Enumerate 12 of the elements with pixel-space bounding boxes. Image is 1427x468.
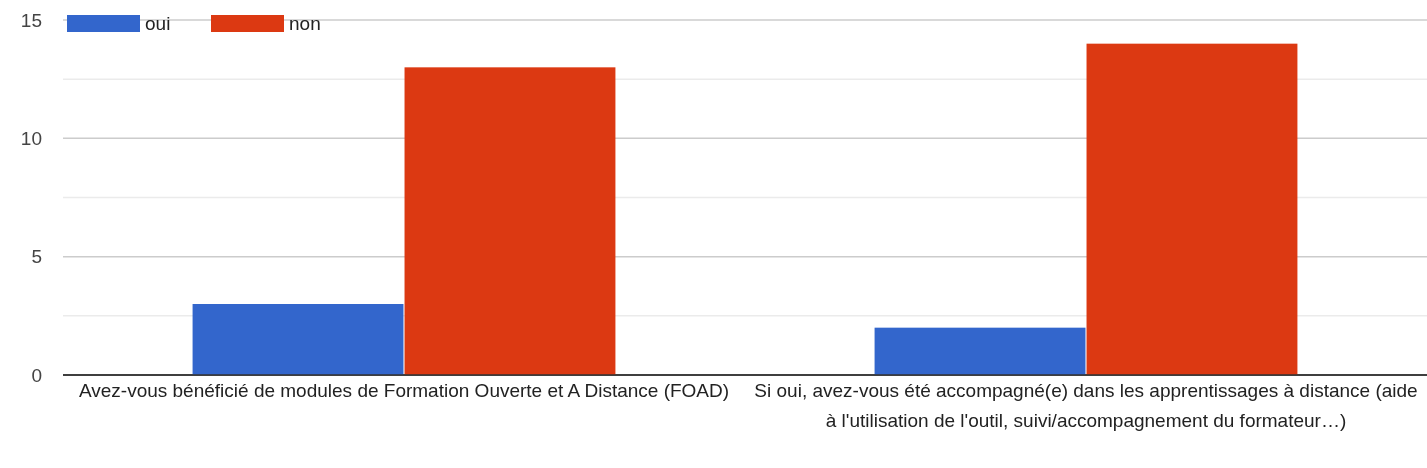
bar bbox=[192, 304, 404, 375]
y-tick-label: 10 bbox=[20, 127, 42, 149]
bar bbox=[404, 67, 616, 375]
x-tick-label: Si oui, avez-vous été accompagné(e) dans les apprentissages à distance (aide à l'utilisation de l'outil, suivi/accompagnement du formateur…) bbox=[754, 380, 1418, 431]
legend-label: non bbox=[289, 12, 321, 34]
bar bbox=[874, 327, 1086, 375]
bar bbox=[1086, 43, 1298, 375]
y-tick-label: 15 bbox=[20, 9, 42, 31]
legend-label: oui bbox=[145, 12, 171, 34]
y-tick-label: 0 bbox=[31, 364, 42, 386]
x-tick-label: Avez-vous bénéficié de modules de Formation Ouverte et A Distance (FOAD) bbox=[78, 380, 730, 401]
y-tick-label: 5 bbox=[31, 246, 42, 268]
